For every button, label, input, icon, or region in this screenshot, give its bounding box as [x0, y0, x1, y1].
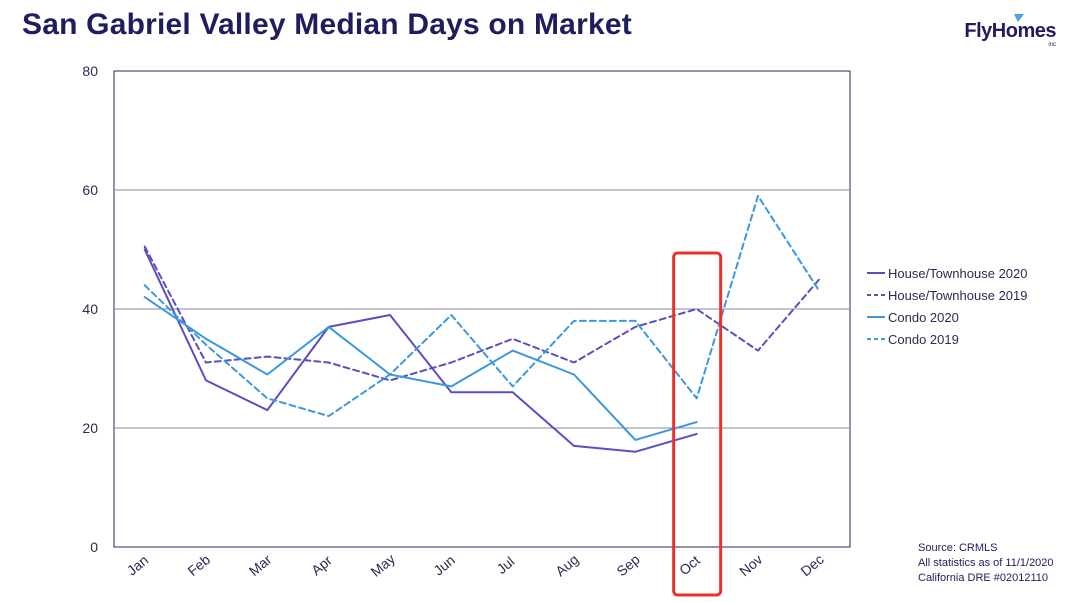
x-tick-label: Mar — [246, 551, 275, 579]
x-tick-label: Jan — [124, 552, 152, 579]
highlight-box — [672, 251, 723, 597]
x-tick-label: Oct — [676, 552, 703, 578]
logo-sub: inc — [1048, 42, 1056, 48]
chart-legend: House/Townhouse 2020 House/Townhouse 2019… — [866, 262, 1028, 350]
legend-item: Condo 2019 — [866, 328, 1028, 350]
x-tick-label: Nov — [736, 551, 765, 579]
x-tick-label: Aug — [552, 551, 581, 579]
logo-text: FlyHomes — [964, 20, 1056, 42]
y-tick-label: 60 — [82, 182, 98, 198]
flyhomes-logo: FlyHomes inc — [946, 14, 1056, 48]
series-line-3 — [143, 194, 821, 418]
y-tick-label: 40 — [82, 301, 98, 317]
license-text: California DRE #02012110 — [918, 572, 1049, 584]
page-title: San Gabriel Valley Median Days on Market — [22, 8, 632, 41]
x-tick-label: Apr — [308, 552, 335, 578]
legend-swatch — [867, 316, 885, 318]
legend-item: House/Townhouse 2020 — [866, 262, 1028, 284]
x-tick-label: Dec — [797, 551, 826, 579]
series-line-1 — [143, 245, 821, 382]
legend-swatch — [867, 338, 885, 340]
legend-item: Condo 2020 — [866, 306, 1028, 328]
x-tick-label: Sep — [613, 551, 643, 579]
series-line-2 — [143, 296, 698, 441]
source-note: Source: CRMLS All statistics as of 11/1/… — [918, 541, 1054, 586]
legend-swatch — [867, 294, 885, 296]
as-of-text: All statistics as of 11/1/2020 — [918, 557, 1054, 569]
logo-flag-icon — [1014, 14, 1024, 22]
source-text: Source: CRMLS — [918, 542, 998, 554]
x-tick-label: Jul — [493, 553, 517, 577]
x-tick-label: May — [368, 551, 399, 580]
x-tick-label: Feb — [184, 551, 213, 579]
legend-swatch — [867, 272, 885, 274]
x-tick-label: Jun — [430, 552, 458, 579]
legend-label: House/Townhouse 2020 — [888, 265, 1028, 281]
legend-label: House/Townhouse 2019 — [888, 287, 1028, 303]
legend-label: Condo 2019 — [888, 331, 959, 347]
series-line-0 — [143, 248, 698, 453]
y-tick-label: 20 — [82, 420, 98, 436]
y-tick-label: 80 — [82, 63, 98, 79]
legend-item: House/Townhouse 2019 — [866, 284, 1028, 306]
y-tick-label: 0 — [90, 539, 98, 555]
legend-label: Condo 2020 — [888, 309, 959, 325]
